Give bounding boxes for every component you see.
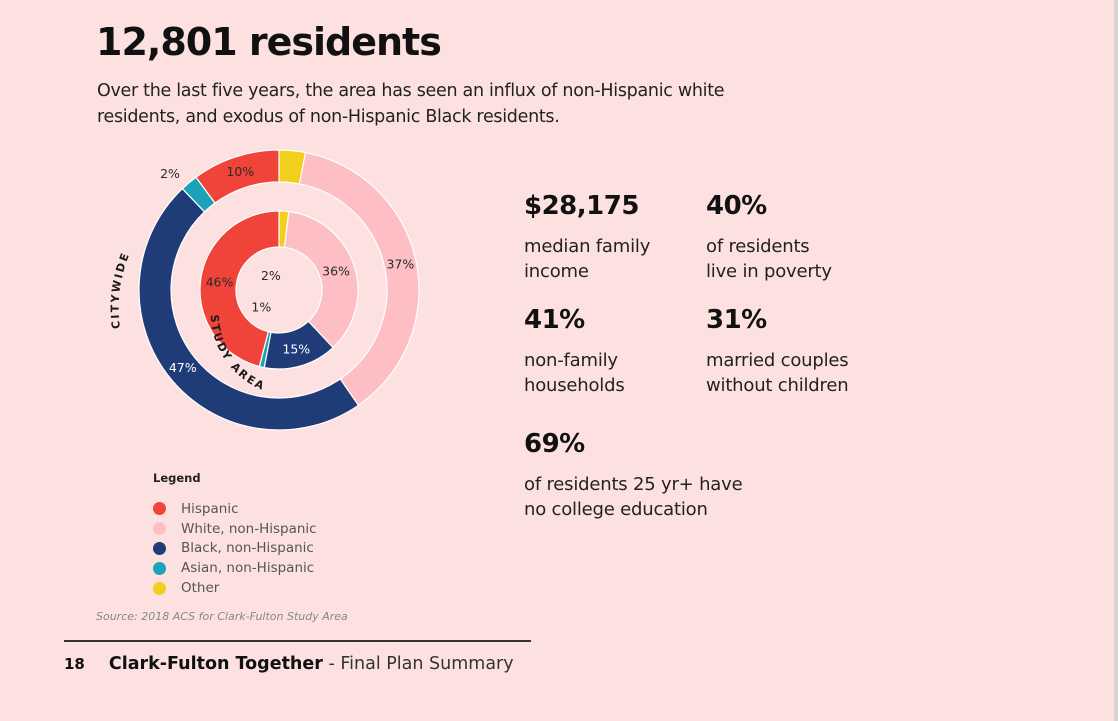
- source-note: Source: 2018 ACS for Clark-Fulton Study …: [96, 610, 348, 623]
- race-donut-chart: 3%37%47%2%10%2%36%15%1%46% CITYWIDE STUD…: [109, 149, 420, 431]
- outer-label-asian-non-hispanic: 2%: [160, 166, 180, 181]
- legend-swatch-asian: [153, 561, 166, 575]
- inner-label-asian-non-hispanic: 1%: [251, 299, 271, 314]
- stat-desc-line: of residents 25 yr+ have: [524, 474, 743, 495]
- outer-label-white-non-hispanic: 37%: [386, 257, 414, 272]
- stat-desc-line: without children: [706, 375, 849, 396]
- stat-poverty: 40% of residents live in poverty: [706, 190, 832, 284]
- inner-segment-white-non-hispanic: [283, 210, 359, 349]
- legend-item-white: White, non-Hispanic: [153, 519, 317, 539]
- citywide-ring-label-text: CITYWIDE: [109, 250, 131, 330]
- subtitle-line-2: residents, and exodus of non-Hispanic Bl…: [97, 107, 560, 127]
- chart-legend: Legend Hispanic White, non-Hispanic Blac…: [153, 471, 317, 598]
- stat-college-education: 69% of residents 25 yr+ have no college …: [524, 428, 743, 522]
- page-footer: 18 Clark-Fulton Together - Final Plan Sum…: [64, 654, 514, 674]
- legend-swatch-white: [153, 522, 166, 536]
- legend-label: Other: [181, 580, 220, 597]
- stat-description: of residents 25 yr+ have no college educ…: [524, 472, 743, 522]
- stat-desc-line: non-family: [524, 350, 618, 371]
- legend-label: Black, non-Hispanic: [181, 540, 314, 557]
- stat-desc-line: married couples: [706, 350, 849, 371]
- legend-item-asian: Asian, non-Hispanic: [153, 558, 317, 578]
- study-area-ring: [199, 210, 359, 370]
- stat-desc-line: income: [524, 261, 589, 282]
- inner-segment-hispanic: [199, 210, 280, 368]
- stat-desc-line: of residents: [706, 236, 810, 257]
- outer-segment-hispanic: [195, 149, 280, 204]
- legend-label: Asian, non-Hispanic: [181, 560, 315, 577]
- inner-label-other: 2%: [261, 268, 281, 283]
- segment-labels: 3%37%47%2%10%2%36%15%1%46%: [160, 164, 414, 375]
- inner-label-hispanic: 46%: [206, 274, 234, 289]
- stat-desc-line: median family: [524, 236, 651, 257]
- stat-non-family-households: 41% non-family households: [524, 304, 625, 398]
- footer-divider: [64, 640, 531, 642]
- page-edge: [1114, 0, 1118, 721]
- stat-value: 41%: [524, 305, 585, 335]
- citywide-ring: [138, 149, 420, 431]
- outer-label-hispanic: 10%: [226, 164, 254, 179]
- outer-segment-white-non-hispanic: [298, 151, 420, 407]
- stat-value: 69%: [524, 429, 585, 459]
- legend-label: White, non-Hispanic: [181, 520, 317, 537]
- stat-desc-line: no college education: [524, 499, 708, 520]
- stat-description: non-family households: [524, 348, 625, 398]
- inner-label-black-non-hispanic: 15%: [282, 342, 310, 357]
- legend-swatch-hispanic: [153, 502, 166, 516]
- document-title: Clark-Fulton Together: [108, 654, 323, 674]
- page-title: 12,801 residents: [96, 20, 442, 64]
- stat-description: married couples without children: [706, 348, 849, 398]
- page-number: 18: [64, 655, 85, 673]
- stat-description: median family income: [524, 234, 650, 284]
- stat-value: 40%: [706, 191, 767, 221]
- stat-median-income: $28,175 median family income: [524, 190, 650, 284]
- legend-item-other: Other: [153, 578, 317, 598]
- stat-married-couples: 31% married couples without children: [706, 304, 849, 398]
- inner-label-white-non-hispanic: 36%: [322, 263, 350, 278]
- stat-desc-line: live in poverty: [706, 261, 832, 282]
- legend-item-hispanic: Hispanic: [153, 499, 317, 519]
- stat-desc-line: households: [524, 375, 625, 396]
- document-subtitle: - Final Plan Summary: [322, 654, 514, 674]
- legend-swatch-other: [153, 581, 166, 595]
- stat-value: 31%: [706, 305, 767, 335]
- outer-label-black-non-hispanic: 47%: [169, 360, 197, 375]
- legend-swatch-black: [153, 541, 166, 555]
- citywide-ring-label: CITYWIDE: [109, 250, 133, 330]
- stat-value: $28,175: [524, 191, 639, 221]
- legend-label: Hispanic: [181, 500, 239, 517]
- legend-item-black: Black, non-Hispanic: [153, 539, 317, 559]
- legend-title: Legend: [153, 471, 201, 485]
- page-subtitle: Over the last five years, the area has s…: [97, 78, 797, 130]
- stat-description: of residents live in poverty: [706, 234, 832, 284]
- subtitle-line-1: Over the last five years, the area has s…: [97, 81, 725, 101]
- outer-segment-black-non-hispanic: [138, 187, 360, 431]
